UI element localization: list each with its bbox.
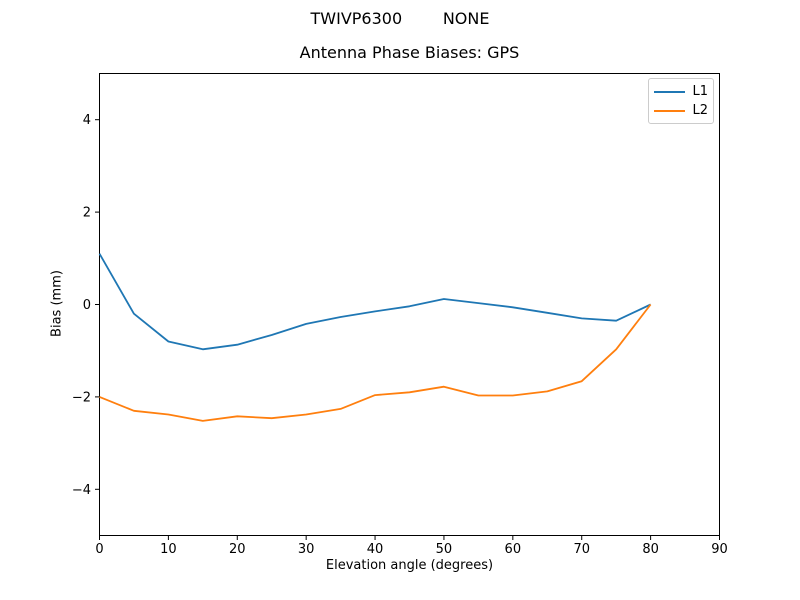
x-tick-label: 60 xyxy=(505,542,522,557)
x-tick-label: 40 xyxy=(367,542,384,557)
legend-label-l2: L2 xyxy=(692,103,708,118)
y-tick-label: 4 xyxy=(83,113,91,128)
x-tick-label: 90 xyxy=(711,542,728,557)
series-line-l1 xyxy=(98,253,651,351)
x-axis-label: Elevation angle (degrees) xyxy=(325,558,494,573)
y-tick-label: 0 xyxy=(83,298,91,313)
legend-label-l1: L1 xyxy=(692,84,708,99)
x-tick-label: 20 xyxy=(229,542,246,557)
x-tick-label: 70 xyxy=(573,542,590,557)
legend-line-swatch-l2 xyxy=(654,109,686,112)
x-tick-label: 0 xyxy=(95,542,103,557)
legend-item-l1: L1 xyxy=(654,84,708,99)
y-tick-label: 2 xyxy=(83,206,91,221)
x-tick-label: 80 xyxy=(642,542,659,557)
y-axis-label: Bias (mm) xyxy=(49,270,65,337)
y-tick-label: −2 xyxy=(72,390,91,405)
x-tick-label: 10 xyxy=(160,542,177,557)
x-tick-label: 50 xyxy=(436,542,453,557)
series-line-l2 xyxy=(99,303,652,422)
legend: L1 L2 xyxy=(648,78,714,124)
legend-item-l2: L2 xyxy=(654,103,708,118)
y-tick-label: −4 xyxy=(72,483,91,498)
axes-frame xyxy=(99,73,720,536)
figure-suptitle: TWIVP6300 NONE xyxy=(310,9,490,28)
legend-line-swatch-l1 xyxy=(654,90,686,93)
chart-title: Antenna Phase Biases: GPS xyxy=(299,43,520,62)
x-tick-label: 30 xyxy=(298,542,315,557)
